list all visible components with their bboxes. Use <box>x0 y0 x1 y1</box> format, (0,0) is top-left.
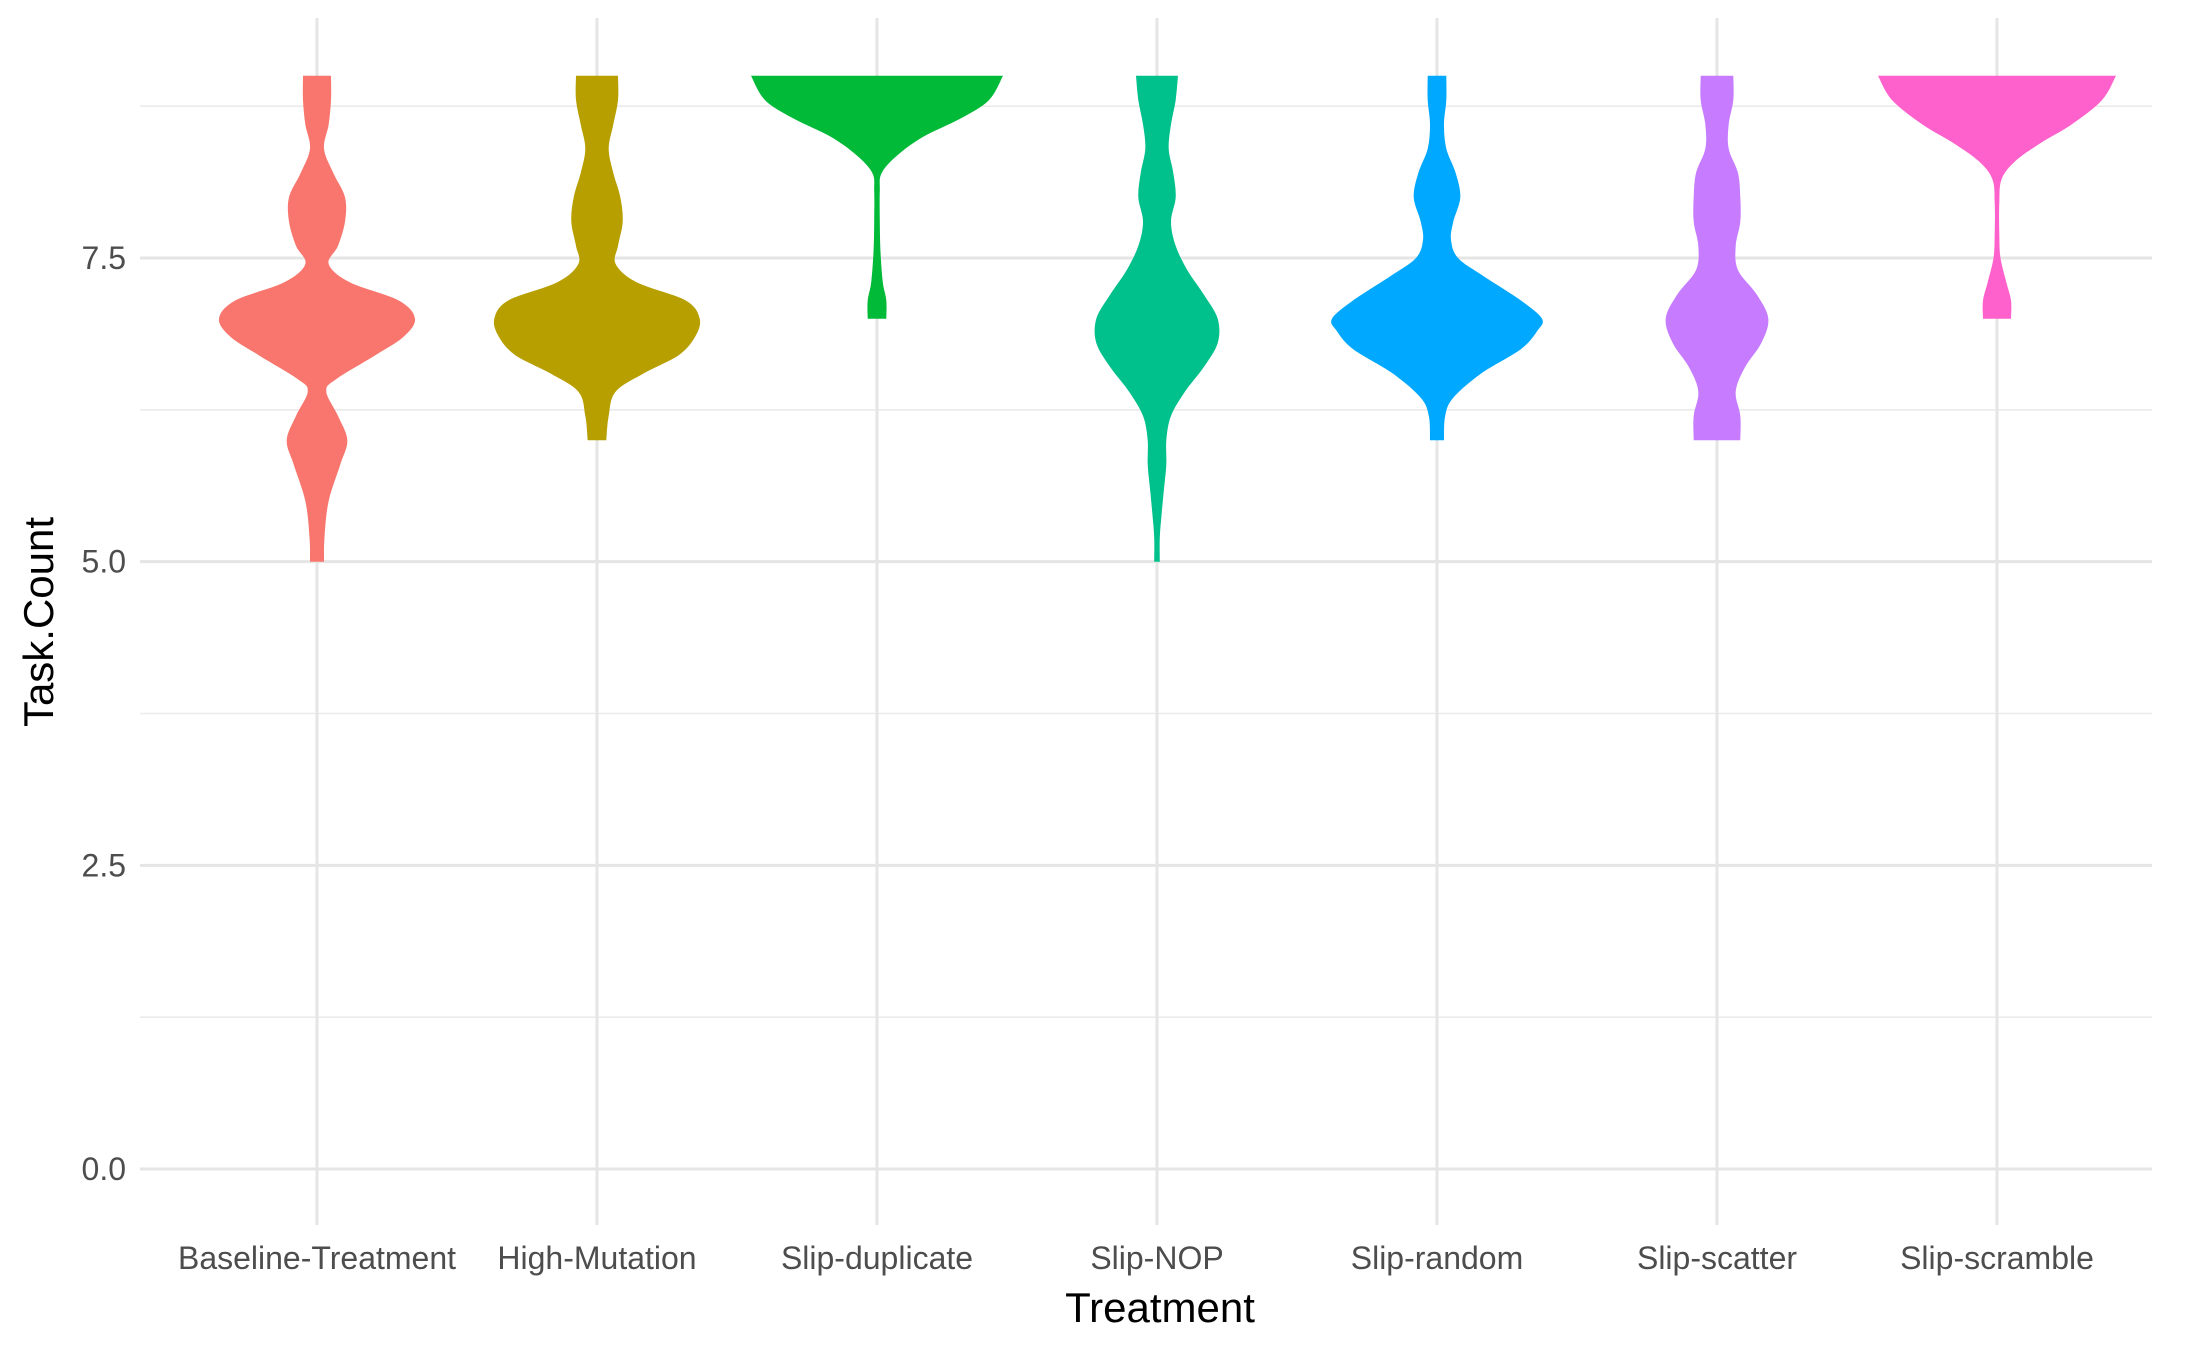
y-tick-label: 0.0 <box>82 1151 126 1187</box>
y-axis-ticks: 0.0 2.5 5.0 7.5 <box>82 240 126 1187</box>
x-tick-label: Slip-scatter <box>1637 1240 1797 1276</box>
x-tick-label: Slip-scramble <box>1900 1240 2094 1276</box>
x-tick-label: Slip-NOP <box>1090 1240 1223 1276</box>
x-tick-label: High-Mutation <box>497 1240 696 1276</box>
x-tick-label: Slip-random <box>1351 1240 1524 1276</box>
y-axis-title: Task.Count <box>15 517 62 727</box>
y-tick-label: 5.0 <box>82 544 126 580</box>
y-tick-label: 2.5 <box>82 847 126 883</box>
violin-slip-duplicate <box>751 75 1003 319</box>
x-axis-ticks: Baseline-Treatment High-Mutation Slip-dupl… <box>178 1240 2094 1276</box>
x-tick-label: Slip-duplicate <box>781 1240 973 1276</box>
violin-slip-random <box>1331 75 1543 441</box>
violin-high-mutation <box>493 75 701 441</box>
violin-layer <box>218 75 2116 562</box>
x-axis-title: Treatment <box>1065 1284 1255 1331</box>
violin-slip-scatter <box>1665 75 1769 441</box>
violin-baseline-treatment <box>218 75 416 562</box>
x-tick-label: Baseline-Treatment <box>178 1240 456 1276</box>
violin-slip-scramble <box>1878 75 2116 319</box>
violin-slip-nop <box>1094 75 1220 562</box>
y-tick-label: 7.5 <box>82 240 126 276</box>
